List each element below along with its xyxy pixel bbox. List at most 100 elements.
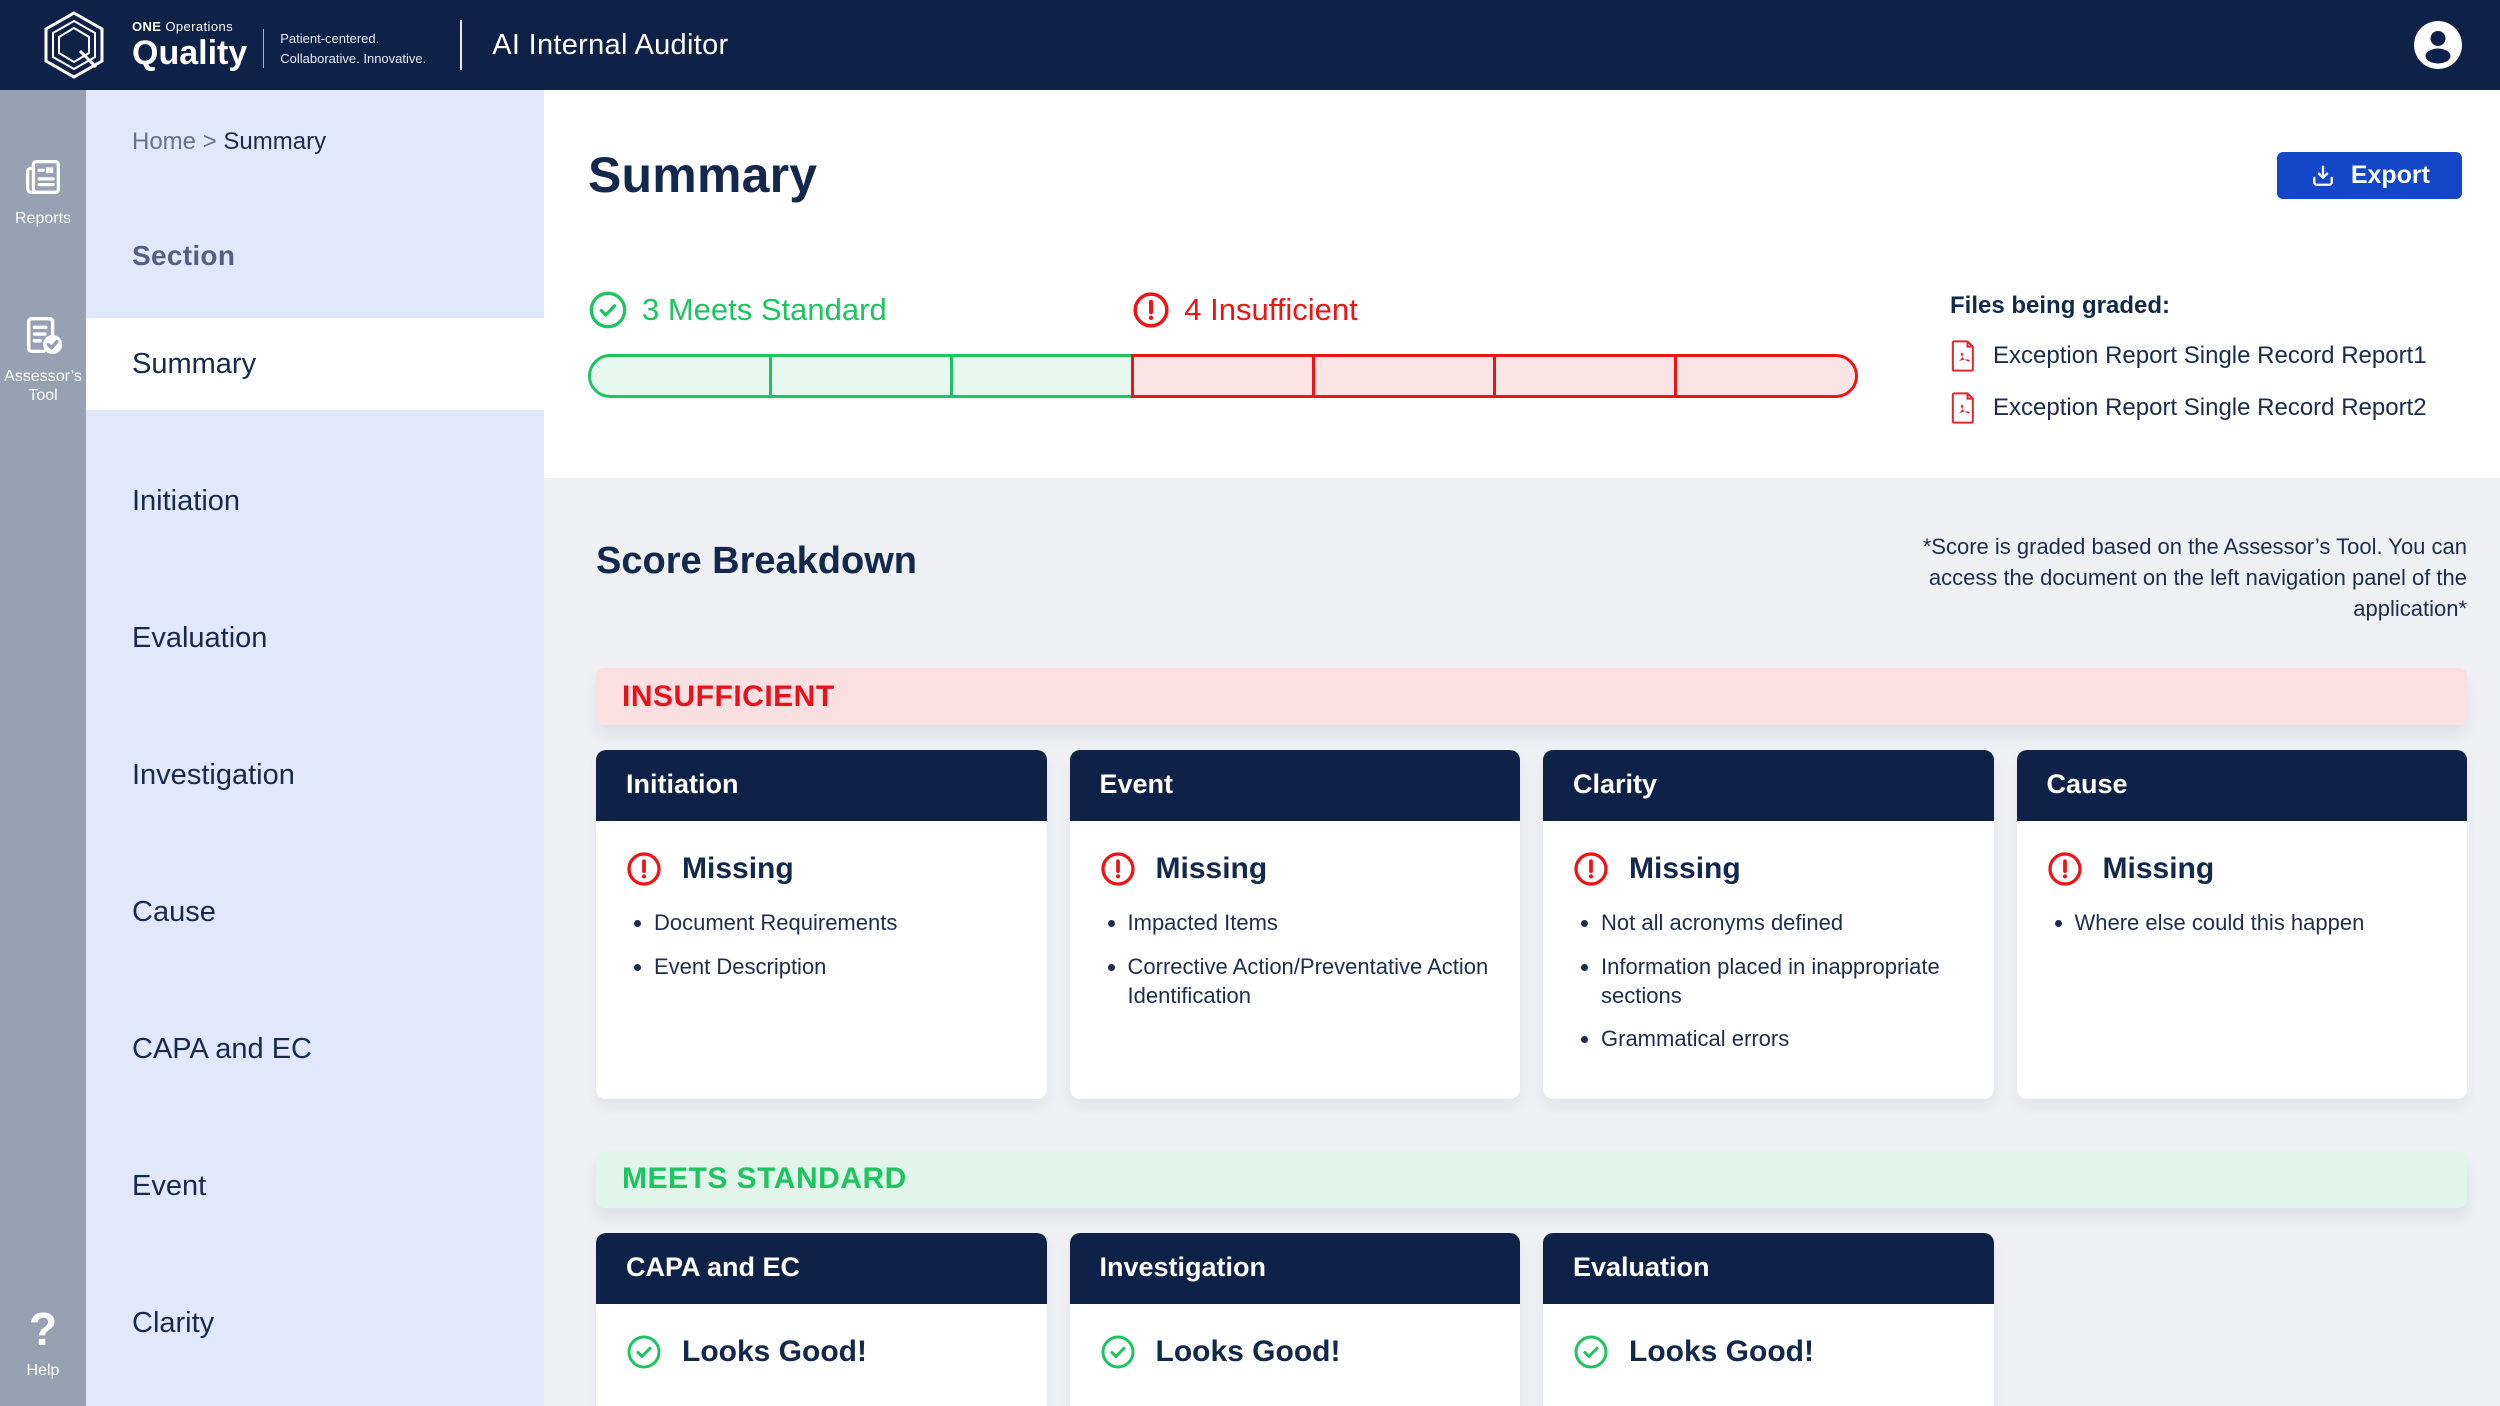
meets-standard-status: 3 Meets Standard bbox=[588, 290, 1132, 330]
brand-one: ONE bbox=[132, 18, 162, 34]
card-status: Missing bbox=[1100, 851, 1491, 887]
card-body: Looks Good! bbox=[596, 1304, 1047, 1400]
alert-circle-icon bbox=[1573, 851, 1609, 887]
score-bar-segment-green bbox=[769, 354, 953, 398]
icon-rail: Reports Assessor’s Tool ? bbox=[0, 90, 86, 1406]
sidebar-nav-item-label: Cause bbox=[132, 895, 216, 928]
brand-name: Quality bbox=[132, 33, 248, 72]
grading-note: *Score is graded based on the Assessor’s… bbox=[1922, 534, 2467, 621]
breadcrumb: Home > Summary bbox=[86, 90, 544, 156]
pdf-file-icon bbox=[1950, 392, 1977, 424]
missing-item: Document Requirements bbox=[654, 909, 1017, 938]
missing-item: Information placed in inappropriate sect… bbox=[1601, 953, 1964, 1010]
alert-circle-icon bbox=[1132, 291, 1170, 329]
sidebar-nav-item[interactable]: CAPA and EC bbox=[86, 1003, 544, 1095]
alert-circle-icon bbox=[1100, 851, 1136, 887]
tagline-1: Patient-centered. bbox=[280, 31, 380, 47]
card-body: Looks Good! bbox=[1543, 1304, 1994, 1400]
section-sidebar: Home > Summary Section Summary Initiatio… bbox=[86, 90, 544, 1406]
card-status: Looks Good! bbox=[1573, 1334, 1964, 1370]
sidebar-nav-item[interactable]: Initiation bbox=[86, 455, 544, 547]
export-button[interactable]: Export bbox=[2276, 152, 2462, 199]
card-body: Missing Not all acronyms defined Informat… bbox=[1543, 821, 1994, 1098]
sidebar-nav-item[interactable]: Clarity bbox=[86, 1277, 544, 1369]
sidebar-nav-item[interactable]: Summary bbox=[86, 318, 544, 410]
score-summary: 3 Meets Standard bbox=[588, 290, 1858, 424]
assessors-tool-icon bbox=[20, 312, 66, 358]
card-status-label: Looks Good! bbox=[1629, 1334, 1814, 1368]
sidebar-nav-item-label: Summary bbox=[132, 347, 257, 380]
user-avatar-icon[interactable] bbox=[2414, 21, 2462, 69]
breadcrumb-home-link[interactable]: Home bbox=[132, 128, 197, 155]
score-bar-segment-green bbox=[588, 354, 772, 398]
rail-item-label: Help bbox=[26, 1361, 60, 1379]
check-circle-icon bbox=[588, 290, 628, 330]
sidebar-nav-item[interactable]: Event bbox=[86, 1140, 544, 1232]
breadcrumb-current: Summary bbox=[223, 128, 327, 155]
pdf-file-icon bbox=[1950, 340, 1977, 372]
files-heading: Files being graded: bbox=[1950, 292, 2171, 319]
score-bar-segment-red bbox=[1493, 354, 1677, 398]
summary-panel: Summary Export bbox=[544, 90, 2500, 478]
score-bar-segment-red bbox=[1674, 354, 1858, 398]
card-body: Missing Impacted Items Corrective Action/… bbox=[1070, 821, 1521, 1055]
section-score-card: Initiation bbox=[596, 750, 1047, 1099]
topbar-divider bbox=[460, 20, 463, 70]
help-icon: ? bbox=[28, 1302, 58, 1355]
graded-file-item[interactable]: Exception Report Single Record Report1 bbox=[1950, 340, 2462, 372]
page-title: Summary bbox=[588, 147, 818, 203]
card-body: Missing Document Requirements Event Descr… bbox=[596, 821, 1047, 1026]
section-score-card: CAPA and EC Looks Good! bbox=[596, 1232, 1047, 1406]
export-button-label: Export bbox=[2350, 161, 2430, 189]
missing-item: Grammatical errors bbox=[1601, 1025, 1964, 1054]
section-header: Section bbox=[132, 240, 236, 271]
card-title: Evaluation bbox=[1543, 1232, 1994, 1304]
card-status: Looks Good! bbox=[626, 1334, 1017, 1370]
alert-circle-icon bbox=[626, 851, 662, 887]
score-bar-segment-green bbox=[950, 354, 1134, 398]
rail-item-reports[interactable]: Reports bbox=[15, 154, 71, 228]
card-status-label: Missing bbox=[1155, 852, 1268, 886]
sidebar-nav-item-label: Clarity bbox=[132, 1306, 215, 1339]
sidebar-nav-item[interactable]: Cause bbox=[86, 866, 544, 958]
section-score-card: Clarity bbox=[1543, 750, 1994, 1099]
score-bar-segment-red bbox=[1312, 354, 1496, 398]
breadcrumb-separator: > bbox=[202, 128, 217, 155]
card-title: Initiation bbox=[596, 750, 1047, 822]
sidebar-nav-item-label: Evaluation bbox=[132, 621, 268, 654]
missing-item: Event Description bbox=[654, 953, 1017, 982]
card-status-label: Looks Good! bbox=[682, 1334, 867, 1368]
missing-items-list: Document Requirements Event Description bbox=[626, 909, 1017, 981]
graded-file-name: Exception Report Single Record Report1 bbox=[1993, 342, 2427, 369]
check-circle-icon bbox=[626, 1334, 662, 1370]
graded-file-item[interactable]: Exception Report Single Record Report2 bbox=[1950, 392, 2462, 424]
section-score-card: Event bbox=[1069, 750, 1521, 1099]
card-status: Looks Good! bbox=[1100, 1334, 1491, 1370]
main-content: Summary Export bbox=[544, 90, 2500, 1406]
card-title: Event bbox=[1069, 750, 1520, 822]
reports-icon bbox=[20, 154, 66, 200]
graded-file-name: Exception Report Single Record Report2 bbox=[1993, 394, 2427, 421]
section-score-card: Cause bbox=[2016, 750, 2467, 1099]
alert-circle-icon bbox=[2047, 851, 2083, 887]
score-bar-segment-red bbox=[1131, 354, 1315, 398]
files-list: Exception Report Single Record Report1 bbox=[1950, 340, 2462, 424]
score-bar bbox=[588, 354, 1858, 398]
rail-item-label: Assessor’s Tool bbox=[4, 368, 82, 404]
rail-item-help[interactable]: ? Help bbox=[27, 1306, 60, 1380]
insufficient-status: 4 Insufficient bbox=[1132, 290, 1358, 330]
missing-items-list: Where else could this happen bbox=[2047, 909, 2438, 938]
rail-item-assessors-tool[interactable]: Assessor’s Tool bbox=[0, 312, 86, 405]
card-status-label: Missing bbox=[2102, 852, 2215, 886]
score-breakdown-title: Score Breakdown bbox=[596, 540, 917, 582]
sidebar-nav-item-label: Initiation bbox=[132, 484, 241, 517]
card-title: Clarity bbox=[1543, 750, 1994, 822]
sidebar-nav-item-label: Investigation bbox=[132, 758, 295, 791]
rail-item-label: Reports bbox=[14, 210, 72, 227]
sidebar-nav-item[interactable]: Investigation bbox=[86, 729, 544, 821]
brand-taglines: Patient-centered. Collaborative. Innovat… bbox=[263, 29, 426, 69]
card-status: Missing bbox=[626, 851, 1017, 887]
missing-item: Corrective Action/Preventative Action Id… bbox=[1128, 953, 1491, 1010]
sidebar-nav-item[interactable]: Evaluation bbox=[86, 592, 544, 684]
